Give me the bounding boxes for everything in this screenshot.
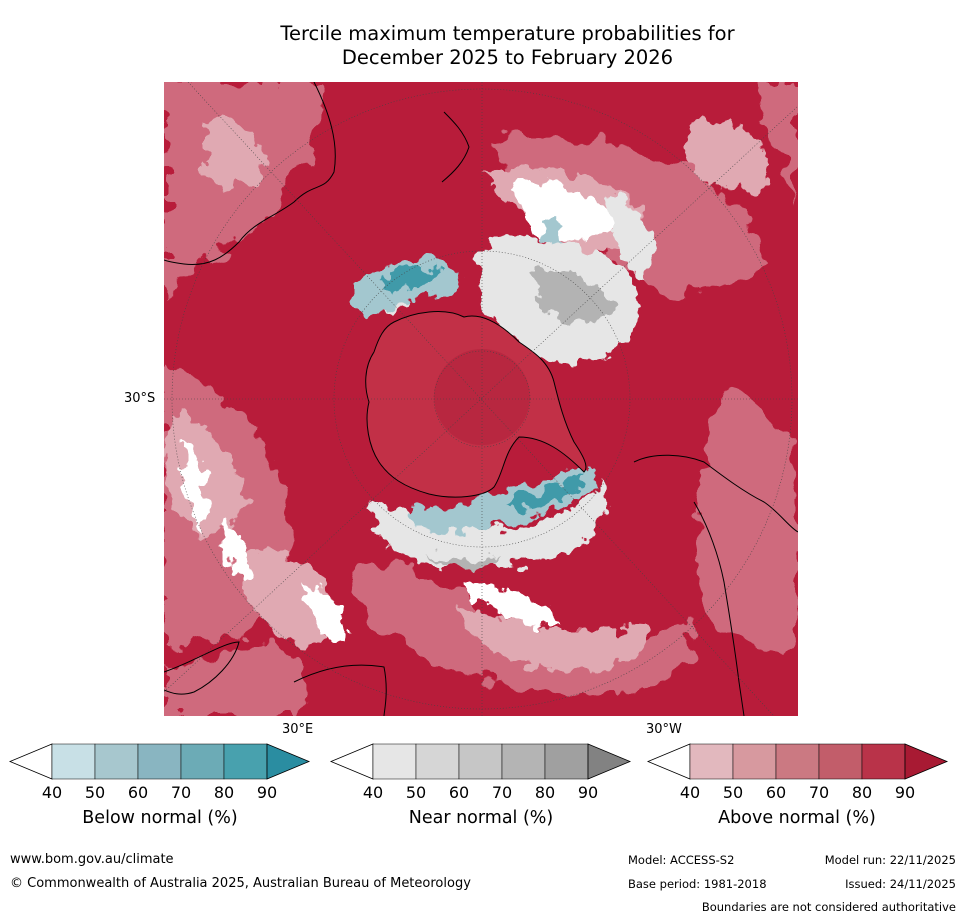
issued-date: Issued: 24/11/2025 bbox=[845, 877, 956, 891]
colorbar-below-segment bbox=[51, 743, 96, 780]
colorbar-near-graphic bbox=[329, 743, 632, 780]
colorbar-above-tick: 50 bbox=[722, 783, 744, 802]
colorbar-above-segment bbox=[775, 743, 820, 780]
colorbar-above-lower-extend bbox=[646, 743, 691, 780]
colorbar-title-near: Near normal (%) bbox=[408, 808, 554, 828]
colorbar-near-segment bbox=[458, 743, 503, 780]
coastlines bbox=[164, 82, 798, 716]
copyright-notice: © Commonwealth of Australia 2025, Austra… bbox=[10, 876, 471, 891]
colorbar-near-normal bbox=[329, 743, 632, 780]
near-normal-regions bbox=[182, 181, 652, 642]
colorbar-near-tick: 40 bbox=[362, 783, 384, 802]
colorbar-above-tick: 70 bbox=[808, 783, 830, 802]
colorbar-near-tick: 70 bbox=[491, 783, 513, 802]
latitude-label-30s: 30°S bbox=[124, 391, 156, 406]
longitude-label-30e: 30°E bbox=[282, 722, 314, 737]
colorbar-below-graphic bbox=[8, 743, 311, 780]
map-canvas bbox=[164, 82, 798, 716]
graticule bbox=[164, 82, 798, 716]
colorbar-near-segment bbox=[501, 743, 546, 780]
colorbar-below-segment bbox=[137, 743, 182, 780]
boundaries-disclaimer: Boundaries are not considered authoritat… bbox=[701, 900, 956, 914]
colorbar-title-above: Above normal (%) bbox=[718, 808, 876, 828]
colorbar-above-tick: 90 bbox=[894, 783, 916, 802]
colorbar-below-upper-extend bbox=[266, 743, 311, 780]
colorbar-above-tick: 80 bbox=[851, 783, 873, 802]
model-name: Model: ACCESS-S2 bbox=[628, 853, 735, 867]
colorbar-above-upper-extend bbox=[904, 743, 949, 780]
colorbar-below-normal bbox=[8, 743, 311, 780]
model-run-date: Model run: 22/11/2025 bbox=[824, 853, 956, 867]
colorbar-above-segment bbox=[689, 743, 734, 780]
base-period: Base period: 1981-2018 bbox=[628, 877, 767, 891]
below-normal-regions bbox=[352, 220, 596, 533]
colorbar-below-lower-extend bbox=[8, 743, 53, 780]
colorbar-near-tick: 80 bbox=[534, 783, 556, 802]
colorbar-near-segment bbox=[415, 743, 460, 780]
colorbar-below-tick: 70 bbox=[170, 783, 192, 802]
colorbar-below-tick: 80 bbox=[213, 783, 235, 802]
colorbar-near-upper-extend bbox=[587, 743, 632, 780]
title-line-2: December 2025 to February 2026 bbox=[341, 46, 674, 69]
colorbar-near-tick: 50 bbox=[405, 783, 427, 802]
colorbar-above-segment bbox=[732, 743, 777, 780]
colorbar-above-graphic bbox=[646, 743, 949, 780]
colorbar-below-tick: 90 bbox=[256, 783, 278, 802]
colorbar-near-tick: 60 bbox=[448, 783, 470, 802]
colorbar-above-segment bbox=[818, 743, 863, 780]
colorbar-above-tick: 40 bbox=[679, 783, 701, 802]
colorbar-above-tick: 60 bbox=[765, 783, 787, 802]
colorbar-near-lower-extend bbox=[329, 743, 374, 780]
colorbar-below-segment bbox=[180, 743, 225, 780]
probability-map bbox=[164, 82, 798, 716]
colorbar-near-tick: 90 bbox=[577, 783, 599, 802]
colorbar-below-segment bbox=[223, 743, 268, 780]
colorbar-title-below: Below normal (%) bbox=[82, 808, 238, 828]
colorbar-below-tick: 40 bbox=[41, 783, 63, 802]
longitude-label-30w: 30°W bbox=[646, 722, 682, 737]
title-line-1: Tercile maximum temperature probabilitie… bbox=[280, 22, 735, 45]
colorbar-near-segment bbox=[372, 743, 417, 780]
map-title: Tercile maximum temperature probabilitie… bbox=[160, 22, 855, 70]
website-link[interactable]: www.bom.gov.au/climate bbox=[10, 852, 174, 867]
colorbar-below-segment bbox=[94, 743, 139, 780]
colorbar-above-segment bbox=[861, 743, 906, 780]
colorbar-below-tick: 50 bbox=[84, 783, 106, 802]
near-dark-regions bbox=[424, 271, 614, 570]
colorbar-above-normal bbox=[646, 743, 949, 780]
colorbar-near-segment bbox=[544, 743, 589, 780]
colorbar-below-tick: 60 bbox=[127, 783, 149, 802]
